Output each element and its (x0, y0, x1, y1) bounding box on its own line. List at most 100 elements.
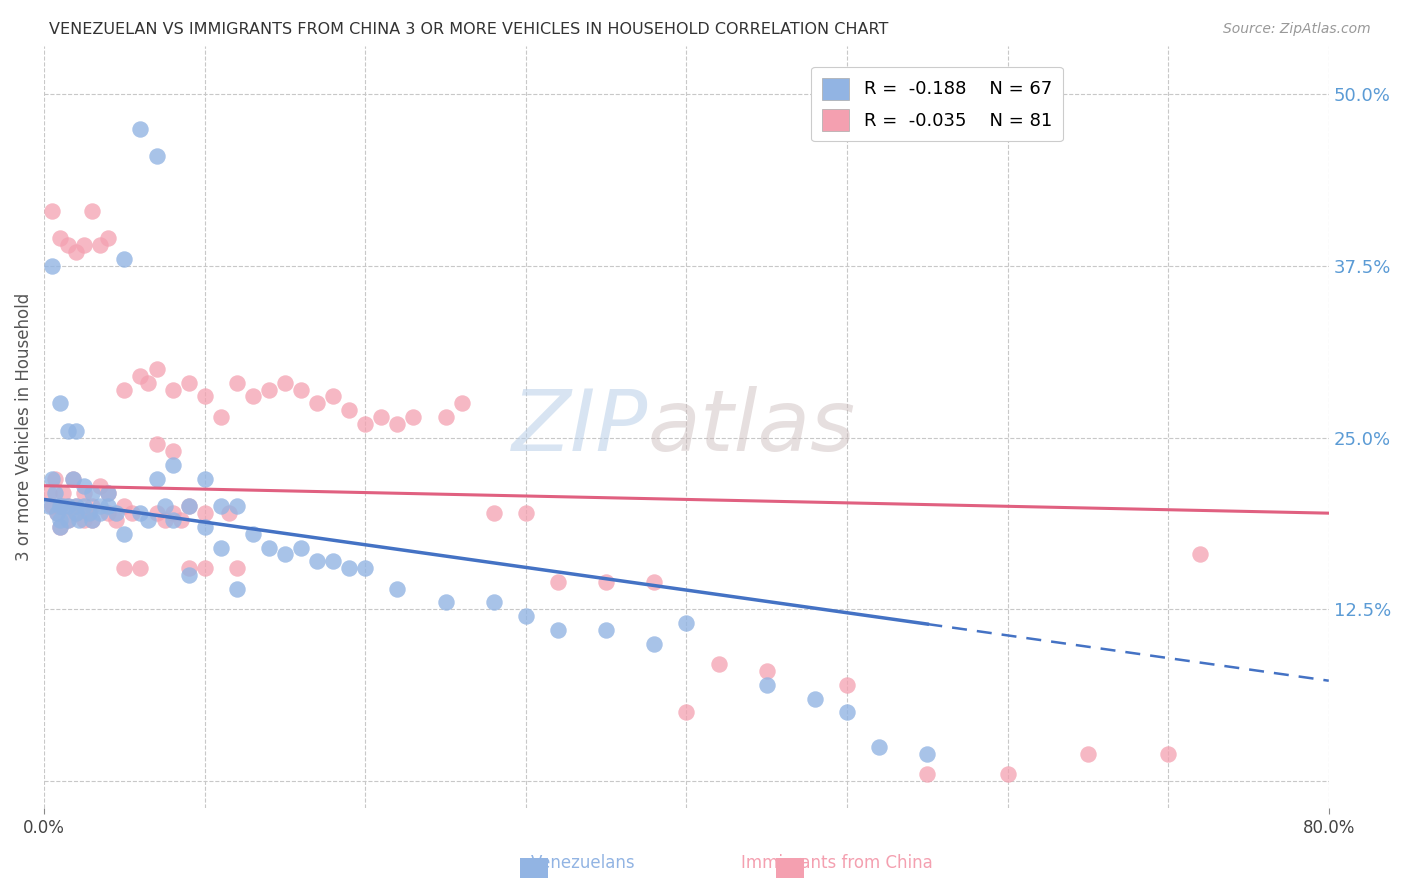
Point (177, 568, 200, 582)
Point (46, 506, 69, 520)
Point (274, 376, 297, 390)
Point (515, 506, 537, 520)
Point (52, 485, 75, 500)
Point (97, 485, 120, 500)
Point (917, 767, 939, 781)
Point (145, 506, 167, 520)
Point (105, 513, 128, 527)
Point (307, 554, 329, 568)
Point (194, 520, 217, 534)
Y-axis label: 3 or more Vehicles in Household: 3 or more Vehicles in Household (15, 293, 32, 561)
Point (138, 513, 160, 527)
Point (145, 472, 167, 486)
Point (121, 506, 143, 520)
Text: Source: ZipAtlas.com: Source: ZipAtlas.com (1223, 22, 1371, 37)
Point (138, 376, 160, 390)
Point (595, 574, 617, 589)
Point (1189, 547, 1212, 561)
Point (112, 561, 135, 575)
Point (209, 541, 232, 555)
Point (643, 637, 665, 651)
Point (835, 706, 858, 720)
Point (145, 149, 167, 163)
Point (89, 500, 111, 514)
Point (58, 500, 80, 514)
Point (209, 410, 232, 425)
Text: Venezuelans: Venezuelans (531, 855, 636, 872)
Point (58, 424, 80, 438)
Point (387, 417, 409, 431)
Point (58, 513, 80, 527)
Point (402, 410, 425, 425)
Point (145, 437, 167, 451)
Point (917, 747, 939, 761)
Point (73, 238, 96, 252)
Point (194, 389, 217, 403)
Point (194, 506, 217, 520)
Point (65, 506, 87, 520)
Point (162, 513, 184, 527)
Point (112, 252, 135, 266)
Point (1077, 747, 1099, 761)
Point (290, 383, 312, 397)
Point (595, 623, 617, 637)
Point (82, 500, 104, 514)
Point (547, 623, 569, 637)
Point (41, 472, 63, 486)
Point (643, 574, 665, 589)
Point (868, 739, 890, 754)
Point (49, 500, 72, 514)
Point (82, 204, 104, 219)
Point (354, 417, 377, 431)
Point (307, 396, 329, 410)
Point (65, 245, 87, 260)
Point (515, 609, 537, 624)
Point (242, 526, 264, 541)
Point (322, 389, 344, 403)
Point (153, 500, 176, 514)
Point (69, 513, 91, 527)
Point (41, 500, 63, 514)
Point (225, 582, 247, 596)
Point (177, 376, 200, 390)
Point (105, 506, 128, 520)
Point (322, 554, 344, 568)
Point (82, 513, 104, 527)
Point (675, 706, 697, 720)
Point (73, 479, 96, 493)
Point (49, 231, 72, 245)
Point (97, 500, 120, 514)
Point (145, 362, 167, 376)
Point (169, 513, 191, 527)
Point (112, 526, 135, 541)
Point (38, 485, 60, 500)
Point (58, 238, 80, 252)
Point (129, 121, 152, 136)
Point (482, 595, 505, 609)
Point (65, 424, 87, 438)
Point (209, 500, 232, 514)
Point (97, 506, 120, 520)
Point (97, 485, 120, 500)
Point (804, 691, 827, 706)
Text: atlas: atlas (648, 386, 856, 469)
Point (73, 513, 96, 527)
Point (290, 541, 312, 555)
Point (835, 678, 858, 692)
Point (49, 396, 72, 410)
Legend: R =  -0.188    N = 67, R =  -0.035    N = 81: R = -0.188 N = 67, R = -0.035 N = 81 (811, 67, 1063, 142)
Point (41, 259, 63, 273)
Point (257, 541, 280, 555)
Point (547, 574, 569, 589)
Point (675, 615, 697, 630)
Point (450, 396, 472, 410)
Point (434, 595, 457, 609)
Point (129, 506, 152, 520)
Point (65, 506, 87, 520)
Point (77, 506, 100, 520)
Point (242, 389, 264, 403)
Point (194, 472, 217, 486)
Point (707, 657, 730, 672)
Point (153, 513, 176, 527)
Point (755, 678, 778, 692)
